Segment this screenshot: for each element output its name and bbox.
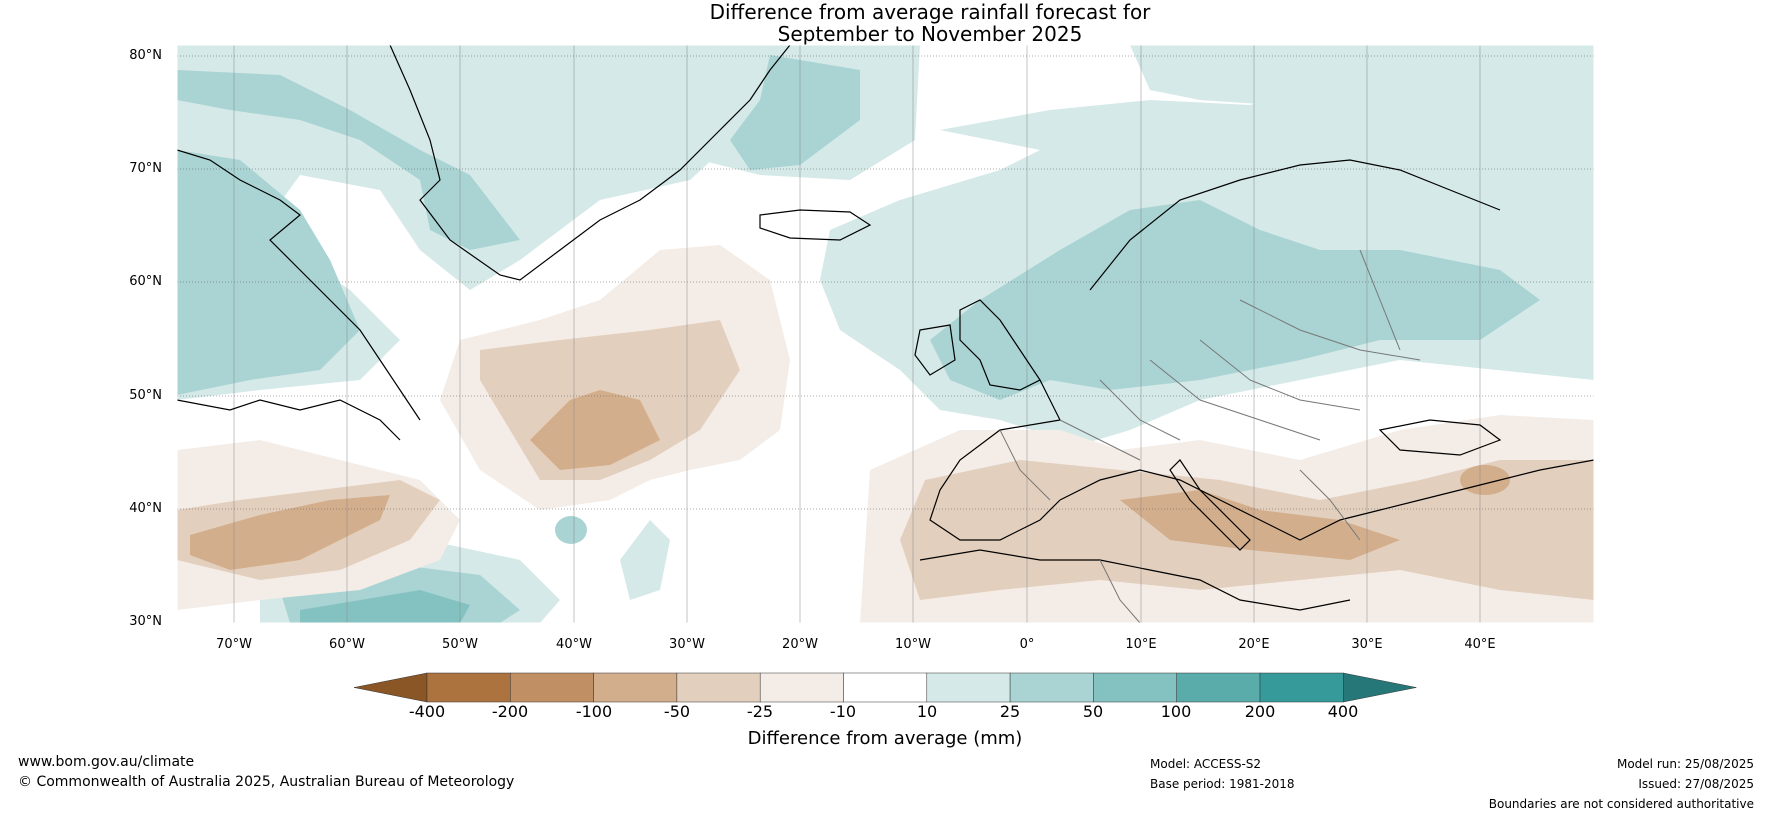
coast-baffin — [177, 149, 421, 421]
coast-ireland — [914, 324, 956, 376]
colorbar-label: 10 — [916, 702, 938, 721]
lon-label-20e: 20°E — [1238, 637, 1270, 652]
footer-issued: Issued: 27/08/2025 — [1638, 777, 1754, 791]
anomaly-shading — [177, 45, 1594, 623]
colorbar-segment — [1009, 672, 1094, 703]
colorbar-title: Difference from average (mm) — [747, 728, 1023, 749]
wet-zone-labrador — [177, 150, 360, 395]
graticule — [177, 55, 1594, 510]
colorbar-label: -100 — [575, 702, 613, 721]
coast-norway — [1089, 159, 1501, 291]
colorbar-label: -200 — [491, 702, 529, 721]
footer-base-period: Base period: 1981-2018 — [1150, 777, 1295, 791]
lon-label-10w: 10°W — [895, 637, 931, 652]
coast-mediterranean — [1059, 459, 1594, 541]
coast-europe-west — [929, 379, 1061, 541]
lat-label-60n: 60°N — [129, 274, 162, 289]
lat-label-30n: 30°N — [129, 614, 162, 629]
coast-uk — [959, 299, 1041, 391]
colorbar-segment — [843, 672, 928, 703]
lon-label-30e: 30°E — [1351, 637, 1383, 652]
colorbar-label: -50 — [663, 702, 691, 721]
colorbar-label: 400 — [1327, 702, 1359, 721]
dry-zone-west-atlantic-core — [190, 495, 390, 570]
coast-north-africa — [919, 549, 1351, 611]
lat-label-40n: 40°N — [129, 501, 162, 516]
wet-zone-small-3 — [620, 520, 670, 600]
colorbar-label: 200 — [1244, 702, 1276, 721]
lat-label-50n: 50°N — [129, 388, 162, 403]
wet-zone-atlantic-south-core — [300, 590, 470, 623]
colorbar-label: -25 — [746, 702, 774, 721]
lon-label-40e: 40°E — [1464, 637, 1496, 652]
coastlines — [177, 45, 1594, 611]
wet-zone-greenland-east-mid — [730, 55, 860, 170]
dry-zone-mediterranean-core — [1120, 490, 1400, 560]
chart-title-line-2: September to November 2025 — [777, 22, 1083, 46]
colorbar-segment — [426, 672, 511, 703]
coast-black-sea — [1378, 419, 1502, 456]
colorbar-label: 100 — [1160, 702, 1192, 721]
lon-label-50w: 50°W — [442, 637, 478, 652]
meridians — [233, 45, 1481, 623]
colorbar-label: -10 — [829, 702, 857, 721]
coast-labrador — [177, 399, 401, 441]
lon-label-60w: 60°W — [329, 637, 365, 652]
colorbar-segment — [759, 672, 844, 703]
colorbar-label: 25 — [999, 702, 1021, 721]
colorbar-segment — [1093, 672, 1177, 703]
coast-italy — [1169, 459, 1251, 551]
coast-greenland — [389, 45, 791, 281]
lon-label-70w: 70°W — [216, 637, 252, 652]
dry-zone-turkey-core — [1460, 465, 1510, 495]
lon-label-20w: 20°W — [782, 637, 818, 652]
colorbar-extend-low — [353, 672, 428, 703]
lon-label-0: 0° — [1019, 637, 1035, 652]
wet-zone-small-2 — [555, 516, 587, 544]
colorbar-label: 50 — [1082, 702, 1104, 721]
lon-label-40w: 40°W — [556, 637, 592, 652]
footer-model: Model: ACCESS-S2 — [1150, 757, 1262, 771]
country-borders — [999, 249, 1421, 623]
lon-label-30w: 30°W — [669, 637, 705, 652]
footer-site-link[interactable]: www.bom.gov.au/climate — [18, 754, 195, 770]
colorbar-segment — [676, 672, 761, 703]
colorbar-extend-high — [1343, 672, 1417, 703]
lat-label-70n: 70°N — [129, 161, 162, 176]
lon-label-10e: 10°E — [1125, 637, 1157, 652]
lat-label-80n: 80°N — [129, 48, 162, 63]
wet-zone-greenland-west-mid — [177, 70, 520, 250]
colorbar-segment — [1176, 672, 1261, 703]
dry-zone-mid-atlantic-core — [530, 390, 660, 470]
colorbar-segment — [926, 672, 1011, 703]
coast-iceland — [759, 209, 872, 241]
colorbar-segment — [593, 672, 678, 703]
footer-model-run: Model run: 25/08/2025 — [1616, 757, 1754, 771]
colorbar-segment — [510, 672, 594, 703]
footer-disclaimer: Boundaries are not considered authoritat… — [1488, 797, 1754, 811]
wet-zone-scandinavia — [930, 200, 1540, 400]
wet-zone-svalbard — [1130, 45, 1594, 120]
footer-copyright: © Commonwealth of Australia 2025, Austra… — [18, 774, 515, 790]
colorbar-segment — [1259, 672, 1344, 703]
colorbar-label: -400 — [408, 702, 446, 721]
chart-title-line-1: Difference from average rainfall forecas… — [709, 0, 1151, 24]
